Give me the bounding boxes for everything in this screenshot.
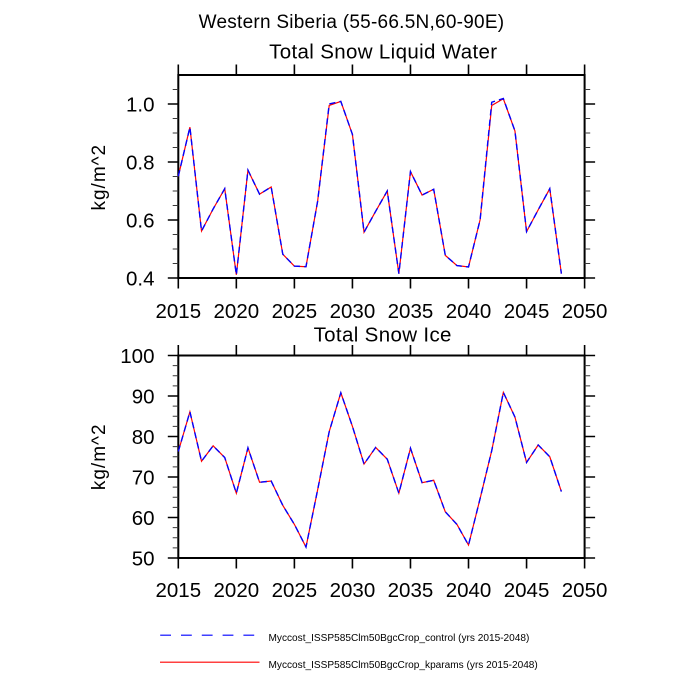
svg-text:80: 80 [132,426,155,449]
svg-text:kg/m^2: kg/m^2 [89,423,110,490]
svg-text:2020: 2020 [214,579,260,602]
svg-text:0.4: 0.4 [126,267,155,290]
svg-text:2040: 2040 [446,300,492,323]
svg-text:70: 70 [132,466,155,489]
svg-text:60: 60 [132,507,155,530]
svg-text:2050: 2050 [562,300,608,323]
svg-text:2050: 2050 [562,579,608,602]
svg-text:2035: 2035 [388,579,434,602]
svg-text:2015: 2015 [155,579,201,602]
svg-text:Myccost_ISSP585Clm50BgcCrop_co: Myccost_ISSP585Clm50BgcCrop_control (yrs… [269,633,530,644]
svg-text:2030: 2030 [330,579,376,602]
svg-text:50: 50 [132,547,155,570]
svg-text:Myccost_ISSP585Clm50BgcCrop_kp: Myccost_ISSP585Clm50BgcCrop_kparams (yrs… [269,660,538,671]
svg-text:Total Snow Ice: Total Snow Ice [314,324,452,347]
svg-text:2025: 2025 [272,300,318,323]
svg-text:90: 90 [132,385,155,408]
svg-text:2030: 2030 [330,300,376,323]
svg-text:2025: 2025 [272,579,318,602]
svg-text:2045: 2045 [504,579,550,602]
svg-text:2045: 2045 [504,300,550,323]
svg-text:0.6: 0.6 [126,209,155,232]
svg-text:2020: 2020 [214,300,260,323]
svg-text:0.8: 0.8 [126,151,155,174]
svg-text:kg/m^2: kg/m^2 [89,144,110,211]
svg-text:2035: 2035 [388,300,434,323]
svg-text:1.0: 1.0 [126,93,155,116]
svg-text:100: 100 [120,345,154,368]
svg-text:Total Snow Liquid Water: Total Snow Liquid Water [269,41,497,64]
svg-text:2015: 2015 [155,300,201,323]
svg-text:2040: 2040 [446,579,492,602]
svg-text:Western Siberia (55-66.5N,60-9: Western Siberia (55-66.5N,60-90E) [199,12,505,33]
